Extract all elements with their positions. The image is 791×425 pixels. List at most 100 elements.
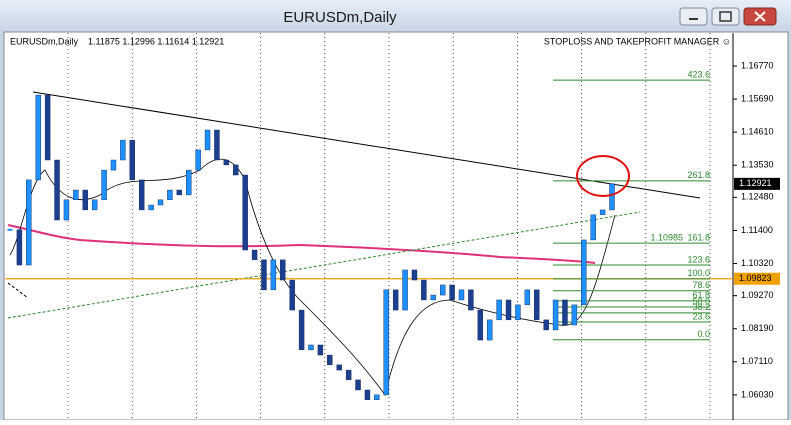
candle-body (270, 259, 277, 291)
y-tick-label: 1.13530 (741, 160, 774, 170)
candle-body (477, 309, 484, 341)
candle-body (16, 229, 23, 266)
fib-label: 423.6 (687, 69, 710, 79)
minimize-button[interactable] (679, 7, 708, 26)
candle-body (35, 94, 41, 181)
candle-body (242, 174, 248, 251)
y-tick-label: 1.15690 (741, 93, 774, 103)
candle-body (543, 319, 549, 331)
y-tick-label: 1.08190 (741, 323, 774, 333)
candle-body (552, 299, 559, 331)
candle-body (73, 189, 79, 201)
trend-stub (7, 282, 29, 299)
candle-body (129, 139, 135, 181)
candle-body (148, 204, 154, 211)
candle-body (157, 199, 164, 206)
candle-body (449, 284, 455, 301)
candle-body (54, 159, 60, 221)
y-tick-label: 1.07110 (741, 356, 773, 366)
candle-body (468, 289, 474, 311)
candle-body (374, 394, 380, 400)
level-price-box (734, 272, 780, 285)
candle-body (534, 289, 540, 321)
fib-label: 0.0 (697, 329, 710, 339)
candle-body (571, 304, 578, 326)
chart-marks: 423.6 261.8 161.8 1.10985 123.6 100.0 78.661.8… (5, 69, 733, 400)
fib-label: 78.6 (692, 280, 710, 290)
candle-body (392, 289, 399, 311)
maximize-button[interactable] (711, 7, 740, 26)
maximize-icon (719, 11, 732, 22)
candle-body (289, 279, 295, 311)
support-trendline (7, 211, 641, 319)
candle-body (439, 284, 446, 296)
candle-body (223, 159, 230, 166)
candle-body (101, 169, 107, 201)
candle-body (355, 379, 361, 391)
fib-label: 38.2 (692, 302, 710, 312)
candle-body (91, 199, 98, 211)
candle-body (204, 129, 211, 151)
title-bar (0, 0, 791, 32)
candle-body (280, 259, 286, 281)
close-icon (754, 11, 766, 22)
candle-body (120, 139, 126, 161)
fib-label: 50.0 (692, 296, 710, 306)
window-title: EURUSDm,Daily (283, 9, 397, 26)
y-tick-label: 1.06030 (741, 389, 774, 399)
candle-body (110, 159, 117, 171)
candle-body (176, 189, 183, 196)
candle-body (336, 364, 342, 371)
candle-body (308, 344, 314, 351)
ohlc-info: 1.11875 1.12996 1.11614 1.12921 (88, 36, 224, 46)
candle-body (402, 269, 408, 311)
fib-label: 161.8 (687, 233, 710, 243)
candle-body (82, 189, 88, 211)
window-buttons[interactable] (679, 7, 777, 26)
candle-body (515, 304, 521, 321)
candle-body (345, 369, 352, 381)
candle-body (261, 259, 267, 291)
candle-body (327, 354, 333, 366)
current-price-label: 1.12921 (739, 178, 772, 188)
candle-body (214, 129, 220, 161)
candle-body (430, 294, 436, 301)
fib-price-label: 1.10985 (650, 233, 683, 243)
y-tick-label: 1.14610 (741, 127, 774, 137)
y-tick-label: 1.16770 (741, 60, 774, 70)
candle-body (317, 344, 324, 356)
candle-body (411, 269, 418, 281)
chart-area (3, 31, 789, 421)
candle-body (26, 179, 32, 266)
fib-label: 61.8 (692, 290, 710, 300)
candle-body (186, 169, 192, 196)
candle-body (233, 164, 239, 176)
highlight-circle (576, 155, 630, 197)
candle-body (251, 249, 258, 261)
candle-body (590, 214, 596, 241)
candle-body (599, 209, 606, 216)
candle-body (562, 299, 568, 326)
indicator-name: STOPLOSS AND TAKEPROFIT MANAGER ☺ (544, 36, 731, 46)
candle-body (364, 389, 371, 400)
candle-body (195, 149, 201, 171)
candle-body (581, 239, 587, 306)
candle-body (7, 228, 13, 231)
candle-body (458, 289, 465, 301)
candle-body (496, 299, 502, 321)
fib-label: 123.6 (687, 254, 710, 264)
candle-body (505, 299, 512, 321)
fib-label: 100.0 (687, 268, 710, 278)
candle-body (609, 183, 615, 211)
fib-label: 23.6 (692, 311, 710, 321)
candle-body (487, 319, 493, 341)
candle-body (421, 279, 427, 301)
candle-body (138, 179, 145, 211)
candle-body (298, 309, 305, 351)
minimize-icon (689, 18, 698, 20)
fib-label: 261.8 (687, 170, 710, 180)
candle-body (44, 94, 51, 161)
current-price-box (734, 177, 780, 190)
candle-body (63, 199, 70, 221)
